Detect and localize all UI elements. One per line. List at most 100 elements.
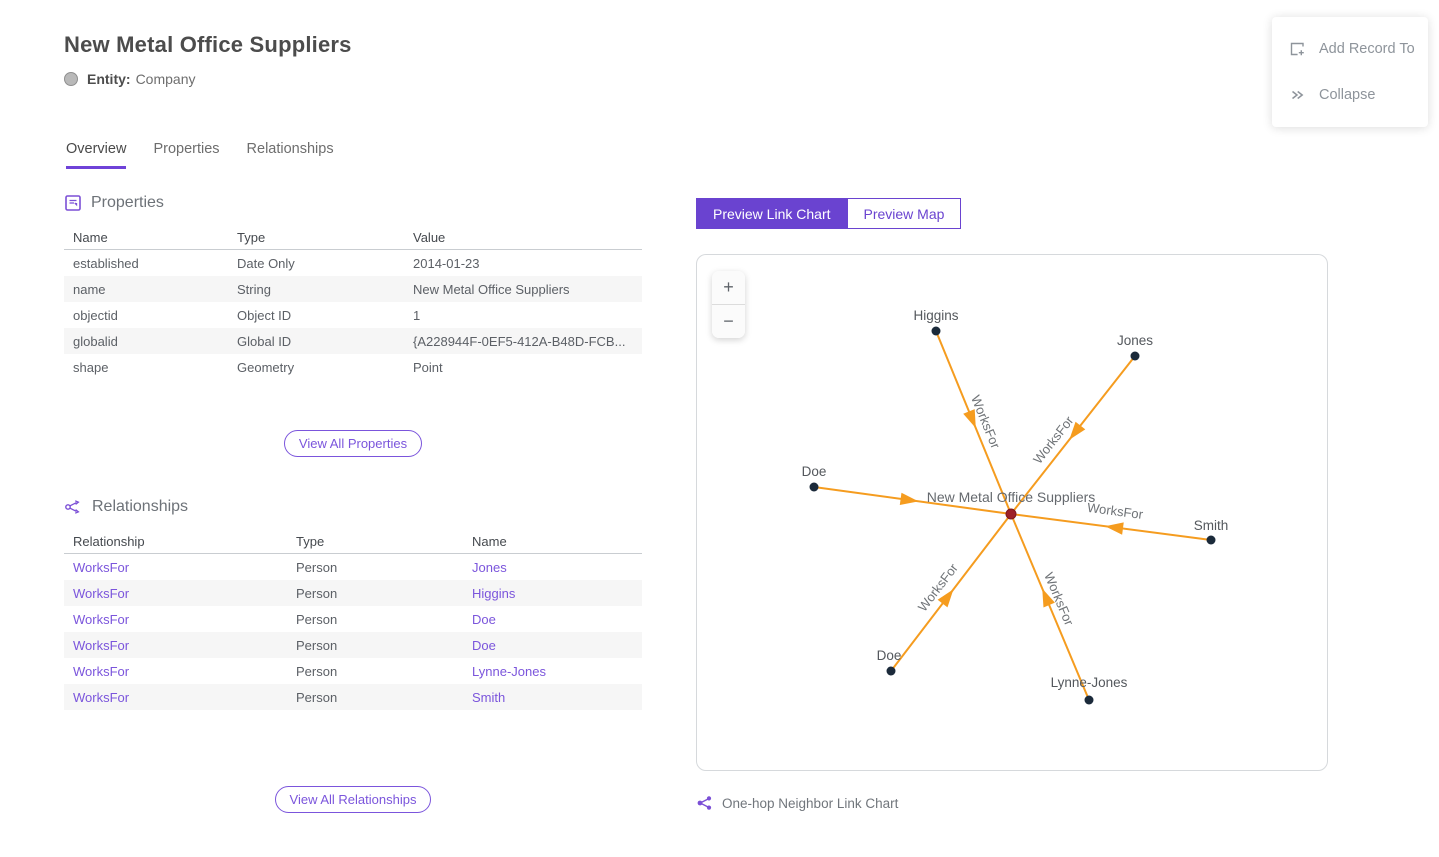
- relationship-type-cell-link[interactable]: WorksFor: [73, 637, 130, 653]
- detail-tabs: Overview Properties Relationships: [66, 141, 361, 169]
- property-type-cell: Object ID: [237, 307, 292, 323]
- property-value-cell: {A228944F-0EF5-412A-B48D-FCB...: [413, 333, 626, 349]
- menu-item-label: Collapse: [1319, 87, 1376, 103]
- column-header: Type: [296, 534, 325, 549]
- properties-table: Name Type Value established Date Only 2014…: [64, 226, 642, 380]
- relationship-type-cell: WorksFor: [64, 638, 296, 653]
- graph-node-label: Higgins: [913, 308, 958, 323]
- entity-type-cell: Person: [296, 611, 338, 627]
- relationship-row: WorksFor Person Doe: [64, 632, 642, 658]
- chart-caption: One-hop Neighbor Link Chart: [696, 795, 1330, 811]
- property-type-cell: Geometry: [237, 359, 295, 375]
- property-value-cell: New Metal Office Suppliers: [413, 281, 570, 297]
- property-name-cell: shape: [73, 359, 109, 375]
- related-entity-cell: Lynne-Jones: [472, 664, 642, 679]
- zoom-out-button[interactable]: −: [712, 305, 745, 338]
- edge-arrowhead: [1105, 522, 1124, 535]
- entity-type-dot-icon: [64, 72, 78, 86]
- edge-arrowhead: [937, 589, 954, 608]
- related-entity-cell-link[interactable]: Jones: [472, 559, 507, 575]
- column-header: Value: [413, 230, 446, 245]
- relationship-type-cell: WorksFor: [64, 690, 296, 705]
- related-entity-cell-link[interactable]: Higgins: [472, 585, 516, 601]
- edge-label: WorksFor: [1086, 500, 1144, 522]
- related-entity-cell: Doe: [472, 612, 642, 627]
- menu-item-collapse[interactable]: Collapse: [1272, 72, 1428, 118]
- relationships-table: Relationship Type Name WorksFor Person Jon…: [64, 530, 642, 710]
- relationship-type-cell: WorksFor: [64, 586, 296, 601]
- relationship-type-cell: WorksFor: [64, 560, 296, 575]
- relationship-type-cell: WorksFor: [64, 612, 296, 627]
- relationship-type-cell-link[interactable]: WorksFor: [73, 585, 130, 601]
- graph-node-label: Doe: [802, 464, 827, 479]
- relationship-row: WorksFor Person Jones: [64, 554, 642, 580]
- entity-type-cell: Person: [296, 559, 338, 575]
- menu-item-label: Add Record To: [1319, 41, 1415, 57]
- link-chart-panel[interactable]: + − WorksFor WorksFor WorksFor WorksFor Work…: [696, 254, 1328, 771]
- relationship-type-cell-link[interactable]: WorksFor: [73, 611, 130, 627]
- relationships-table-header: Relationship Type Name: [64, 530, 642, 554]
- tab-overview[interactable]: Overview: [66, 141, 127, 169]
- preview-map-tab[interactable]: Preview Map: [847, 198, 962, 229]
- related-entity-cell-link[interactable]: Doe: [472, 637, 496, 653]
- graph-node[interactable]: [1206, 535, 1216, 545]
- property-name-cell: globalid: [73, 333, 118, 349]
- graph-node-label: Smith: [1194, 518, 1229, 533]
- entity-type-cell: Person: [296, 663, 338, 679]
- relationships-icon: [65, 500, 80, 514]
- view-all-relationships-button[interactable]: View All Relationships: [274, 786, 432, 813]
- properties-section-title: Properties: [91, 194, 164, 211]
- property-name-cell: objectid: [73, 307, 118, 323]
- graph-center-node[interactable]: [1005, 508, 1017, 520]
- column-header: Name: [472, 534, 507, 549]
- column-header: Type: [237, 230, 266, 245]
- relationships-section-title: Relationships: [92, 498, 189, 515]
- property-value-cell: Point: [413, 359, 443, 375]
- related-entity-cell: Doe: [472, 638, 642, 653]
- graph-node[interactable]: [886, 666, 896, 676]
- edge-arrowhead: [963, 409, 976, 429]
- zoom-in-button[interactable]: +: [712, 271, 745, 304]
- entity-type-cell: Person: [296, 637, 338, 653]
- relationship-type-cell-link[interactable]: WorksFor: [73, 689, 130, 705]
- zoom-control: + −: [712, 271, 745, 338]
- relationship-type-cell-link[interactable]: WorksFor: [73, 663, 130, 679]
- edge-arrowhead: [1042, 588, 1055, 608]
- relationship-type-cell: WorksFor: [64, 664, 296, 679]
- property-type-cell: String: [237, 281, 271, 297]
- relationship-row: WorksFor Person Higgins: [64, 580, 642, 606]
- related-entity-cell-link[interactable]: Smith: [472, 689, 506, 705]
- graph-node[interactable]: [1130, 351, 1140, 361]
- relationships-section-header: Relationships: [64, 498, 642, 516]
- property-value-cell: 1: [413, 307, 421, 323]
- relationship-type-cell-link[interactable]: WorksFor: [73, 559, 130, 575]
- entity-value: Company: [135, 71, 196, 87]
- graph-node[interactable]: [809, 482, 819, 492]
- related-entity-cell-link[interactable]: Lynne-Jones: [472, 663, 546, 679]
- view-all-properties-button[interactable]: View All Properties: [283, 430, 423, 457]
- related-entity-cell: Smith: [472, 690, 642, 705]
- property-row: shape Geometry Point: [64, 354, 642, 380]
- zoom-control-divider: [712, 304, 745, 305]
- properties-icon: [65, 195, 81, 211]
- property-row: established Date Only 2014-01-23: [64, 250, 642, 276]
- relationship-row: WorksFor Person Lynne-Jones: [64, 658, 642, 684]
- tab-relationships[interactable]: Relationships: [246, 141, 334, 157]
- chart-caption-text: One-hop Neighbor Link Chart: [722, 795, 899, 811]
- graph-node[interactable]: [931, 326, 941, 336]
- related-entity-cell-link[interactable]: Doe: [472, 611, 496, 627]
- graph-node-label: Lynne-Jones: [1051, 675, 1128, 690]
- preview-toggle: Preview Link Chart Preview Map: [696, 198, 1330, 229]
- property-type-cell: Date Only: [237, 255, 295, 271]
- graph-edge: [1010, 513, 1090, 701]
- tab-properties[interactable]: Properties: [153, 141, 220, 157]
- property-type-cell: Global ID: [237, 333, 292, 349]
- menu-item-add-record-to[interactable]: Add Record To: [1272, 26, 1428, 72]
- properties-section-header: Properties: [64, 194, 642, 212]
- entity-type-cell: Person: [296, 585, 338, 601]
- preview-link-chart-tab[interactable]: Preview Link Chart: [696, 198, 848, 229]
- graph-node[interactable]: [1084, 695, 1094, 705]
- entity-type-cell: Person: [296, 689, 338, 705]
